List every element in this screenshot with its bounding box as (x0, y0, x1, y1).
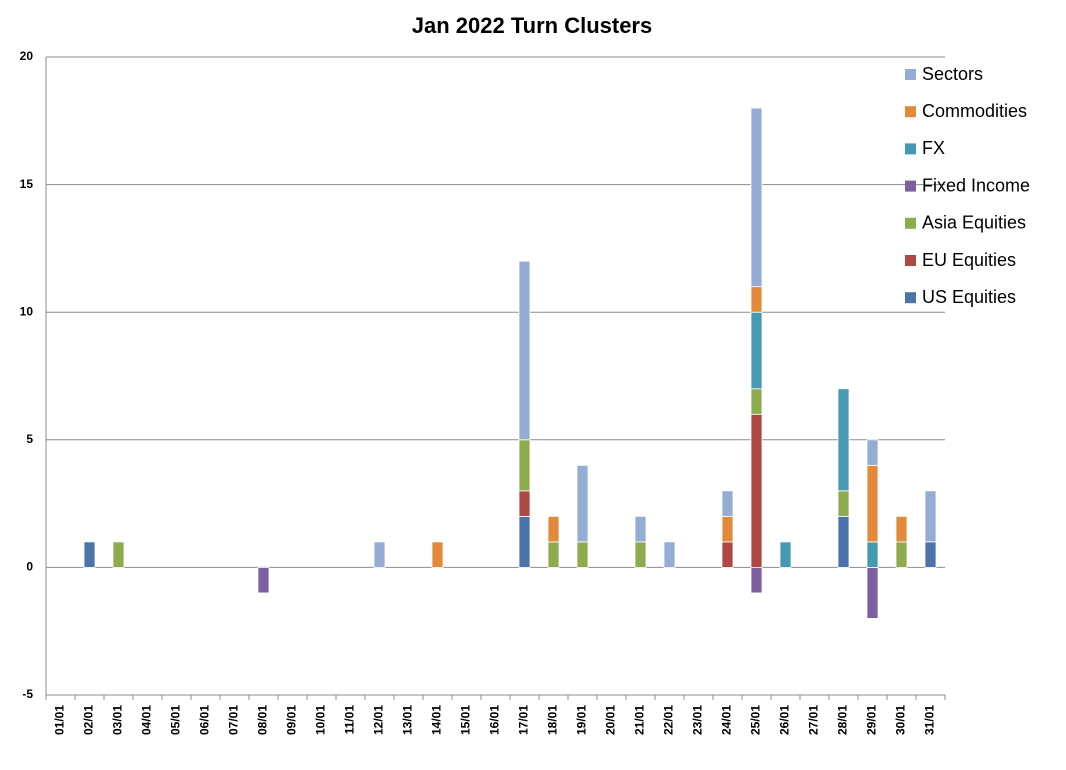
legend-swatch (905, 180, 916, 192)
x-tick-label: 02/01 (82, 705, 96, 735)
legend-swatch (905, 255, 916, 266)
bar (721, 515, 734, 543)
x-tick-label: 18/01 (546, 705, 560, 735)
bar (576, 541, 589, 568)
x-tick-label: 24/01 (720, 705, 734, 735)
x-tick-label: 11/01 (343, 705, 357, 735)
bar (895, 541, 908, 568)
x-tick-label: 28/01 (836, 705, 850, 735)
legend-label: FX (922, 138, 945, 158)
x-tick-label: 08/01 (256, 705, 270, 735)
x-tick-label: 13/01 (401, 705, 415, 735)
y-tick-label: 10 (20, 304, 34, 318)
legend-label: Asia Equities (922, 213, 1026, 233)
x-tick-label: 05/01 (169, 705, 183, 735)
x-tick-label: 23/01 (691, 705, 705, 735)
x-tick-label: 16/01 (488, 705, 502, 735)
legend-swatch (905, 292, 916, 304)
bar (83, 541, 96, 568)
chart-title: Jan 2022 Turn Clusters (412, 13, 652, 38)
bar (518, 490, 531, 517)
bar (837, 490, 850, 517)
x-tick-label: 15/01 (459, 705, 473, 735)
legend-label: EU Equities (922, 250, 1016, 270)
x-tick-label: 19/01 (575, 705, 589, 735)
x-tick-label: 07/01 (227, 705, 241, 735)
x-tick-label: 03/01 (111, 705, 125, 735)
x-tick-label: 30/01 (894, 705, 908, 735)
bar (547, 515, 560, 543)
bar (663, 541, 676, 568)
x-tick-label: 14/01 (430, 705, 444, 735)
bar (721, 541, 734, 568)
bar (518, 515, 531, 568)
legend-label: Sectors (922, 64, 983, 84)
bar (750, 311, 763, 390)
x-tick-label: 22/01 (662, 705, 676, 735)
legend-swatch (905, 217, 916, 229)
bar (750, 107, 763, 288)
bar (866, 567, 879, 619)
legend-swatch (905, 69, 916, 80)
legend-swatch (905, 106, 916, 118)
bar (866, 464, 879, 543)
bar (518, 439, 531, 492)
bar (750, 567, 763, 594)
x-tick-label: 31/01 (923, 705, 937, 735)
x-tick-label: 04/01 (140, 705, 154, 735)
legend-label: US Equities (922, 287, 1016, 307)
bar (924, 490, 937, 543)
bar (112, 541, 125, 568)
bar (634, 515, 647, 543)
bar (576, 464, 589, 543)
y-tick-label: 20 (20, 49, 34, 63)
x-tick-label: 21/01 (633, 705, 647, 735)
bar (547, 541, 560, 568)
bar (837, 515, 850, 568)
x-tick-label: 27/01 (807, 705, 821, 735)
bar (866, 439, 879, 466)
bar (518, 260, 531, 441)
x-tick-label: 06/01 (198, 705, 212, 735)
bar (750, 286, 763, 313)
x-tick-label: 12/01 (372, 705, 386, 735)
x-tick-label: 17/01 (517, 705, 531, 735)
y-tick-label: 0 (26, 560, 33, 574)
x-tick-label: 09/01 (285, 705, 299, 735)
bar (779, 541, 792, 568)
x-tick-label: 10/01 (314, 705, 328, 735)
bar (634, 541, 647, 568)
legend-label: Fixed Income (922, 175, 1030, 195)
bar (837, 388, 850, 492)
bar (721, 490, 734, 517)
x-tick-label: 25/01 (749, 705, 763, 735)
x-tick-label: 26/01 (778, 705, 792, 735)
x-tick-label: 29/01 (865, 705, 879, 735)
bar (373, 541, 386, 568)
y-tick-label: 5 (26, 432, 33, 446)
y-tick-label: -5 (22, 687, 33, 701)
bar (431, 541, 444, 568)
bar (895, 515, 908, 543)
legend-swatch (905, 143, 916, 155)
bar (866, 541, 879, 568)
legend-label: Commodities (922, 101, 1027, 121)
bar (257, 567, 270, 594)
x-tick-label: 20/01 (604, 705, 618, 735)
x-tick-label: 01/01 (53, 705, 67, 735)
bar (750, 413, 763, 568)
y-tick-label: 15 (20, 177, 34, 191)
bar (750, 388, 763, 415)
bar (924, 541, 937, 568)
